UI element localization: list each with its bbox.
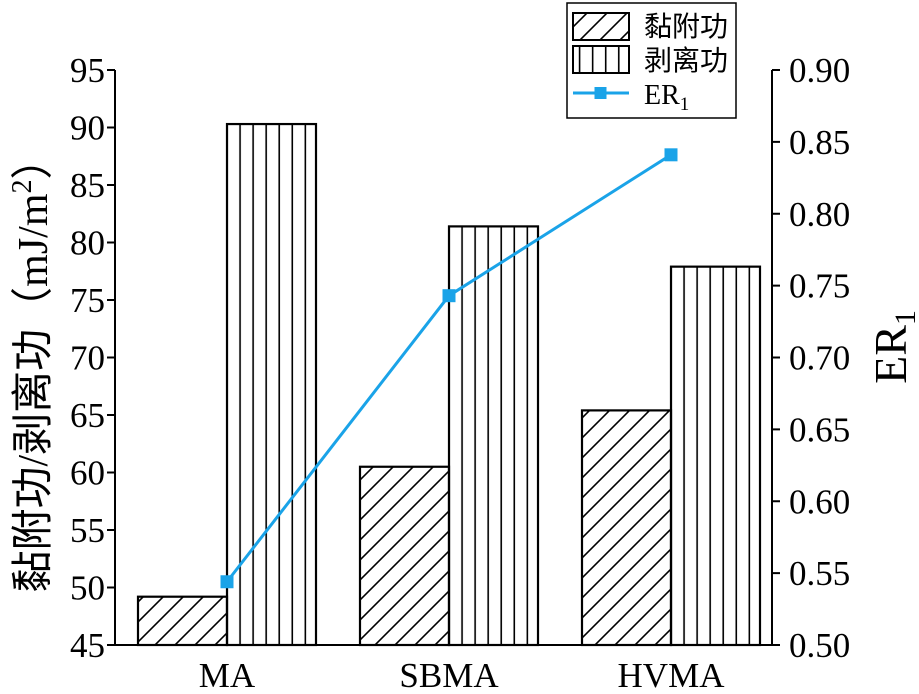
- bar-adhesion-sbma: [358, 465, 451, 647]
- y-axis-left-title-tail: ）: [11, 137, 57, 179]
- y-right-tick-label: 0.55: [789, 554, 850, 593]
- legend-entry-adhesion: 黏附功: [572, 11, 728, 43]
- bar-debonding-sbma: [447, 225, 540, 647]
- bars-layer: [136, 122, 762, 647]
- y-left-tick-label: 75: [70, 281, 105, 320]
- legend-label-er1: ER1: [644, 80, 689, 115]
- y-right-tick-label: 0.60: [789, 482, 850, 521]
- legend-label-debonding: 剥离功: [644, 45, 728, 77]
- y-right-tick-label: 0.85: [789, 123, 850, 162]
- er1-point-hvma: [664, 148, 678, 162]
- y-axis-left-title: 黏附功/剥离功（mJ/m2）: [7, 137, 57, 592]
- er1-point-sbma: [442, 289, 456, 303]
- legend-swatch-debonding: [572, 45, 630, 74]
- y-left-tick-label: 50: [70, 569, 105, 608]
- y-left-tick-label: 95: [70, 51, 105, 90]
- y-left-tick-label: 90: [70, 109, 105, 148]
- legend-entry-debonding: 剥离功: [572, 45, 728, 77]
- x-tick-label-hvma: HVMA: [618, 656, 726, 694]
- y-left-tick-label: 60: [70, 454, 105, 493]
- x-tick-label-ma: MA: [199, 656, 256, 694]
- legend-label-er1-text: ER: [644, 80, 680, 111]
- axes-layer: 45 50 55 60 65 70 75 80 85 90 95 0.50 0.55 0.60 0.65 0.…: [70, 51, 850, 694]
- y-axis-right-title: ER1: [865, 310, 919, 384]
- legend-label-adhesion: 黏附功: [644, 11, 728, 43]
- legend-label-er1-sub: 1: [680, 94, 690, 115]
- y-left-tick-label: 65: [70, 396, 105, 435]
- er1-series-layer: [220, 148, 678, 589]
- y-right-tick-label: 0.75: [789, 267, 850, 306]
- legend-swatch-er1-marker: [594, 87, 607, 99]
- legend-swatch-adhesion: [572, 12, 630, 41]
- y-axis-right-title-text: ER: [865, 325, 916, 384]
- y-right-tick-label: 0.65: [789, 410, 850, 449]
- y-axis-left-title-text: 黏附功/剥离功（mJ/m: [10, 193, 57, 592]
- bar-debonding-hvma: [669, 265, 762, 647]
- y-axis-right-title-sub: 1: [889, 310, 919, 325]
- y-left-tick-label: 80: [70, 224, 105, 263]
- y-left-tick-label: 70: [70, 339, 105, 378]
- bar-adhesion-ma: [136, 595, 229, 647]
- y-right-tick-label: 0.70: [789, 339, 850, 378]
- y-left-tick-label: 85: [70, 166, 105, 205]
- y-right-tick-label: 0.50: [789, 626, 850, 665]
- y-left-tick-label: 55: [70, 511, 105, 550]
- x-tick-label-sbma: SBMA: [399, 656, 499, 694]
- y-axis-left-title-sup: 2: [7, 179, 38, 193]
- y-right-tick-label: 0.90: [789, 51, 850, 90]
- y-right-tick-label: 0.80: [789, 195, 850, 234]
- legend-entry-er1: ER1: [573, 80, 689, 115]
- legend: 黏附功 剥离功 ER1: [566, 2, 737, 119]
- y-left-tick-label: 45: [70, 626, 105, 665]
- er1-point-ma: [220, 575, 234, 589]
- bar-adhesion-hvma: [580, 409, 673, 647]
